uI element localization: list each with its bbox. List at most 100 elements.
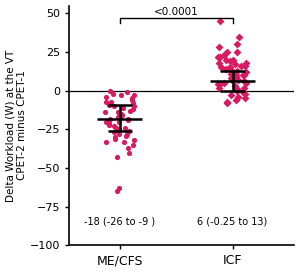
Point (115, 110, 120, 114)
Point (233, 75, 238, 79)
Point (107, 102, 112, 107)
Point (216, 85, 221, 90)
Point (103, 110, 108, 114)
Point (116, 186, 121, 190)
Point (130, 96, 135, 100)
Point (107, 88, 112, 93)
Point (115, 155, 120, 159)
Point (104, 99, 109, 104)
Point (217, 54, 222, 59)
Point (241, 73, 245, 77)
Point (128, 109, 133, 113)
Point (219, 65, 224, 70)
Point (235, 87, 240, 91)
Point (117, 132, 122, 136)
Point (233, 73, 238, 77)
Point (234, 42, 239, 46)
Point (225, 101, 230, 105)
Point (236, 78, 241, 82)
Point (130, 107, 135, 111)
Point (117, 115, 122, 119)
Point (242, 85, 247, 90)
Point (218, 82, 223, 87)
Point (131, 104, 136, 108)
Point (216, 82, 220, 87)
Point (231, 58, 236, 62)
Point (116, 119, 121, 124)
Point (115, 189, 119, 194)
Point (218, 19, 223, 23)
Y-axis label: Delta Workload (W) at the VT
CPET-2 minus CPET-1: Delta Workload (W) at the VT CPET-2 minu… (6, 49, 27, 202)
Point (131, 143, 136, 147)
Point (243, 81, 248, 85)
Point (111, 130, 116, 135)
Point (127, 150, 132, 155)
Point (229, 72, 234, 76)
Point (237, 34, 242, 39)
Point (241, 90, 245, 94)
Point (106, 123, 111, 127)
Point (216, 45, 221, 49)
Point (107, 121, 112, 125)
Point (217, 61, 222, 65)
Point (229, 76, 233, 81)
Point (111, 104, 116, 108)
Point (132, 93, 137, 97)
Point (121, 140, 126, 144)
Point (225, 99, 230, 104)
Point (124, 90, 129, 94)
Point (119, 113, 124, 118)
Point (118, 112, 123, 116)
Point (224, 58, 229, 62)
Point (124, 132, 129, 136)
Point (230, 78, 234, 82)
Point (131, 101, 136, 105)
Point (232, 62, 237, 67)
Point (233, 84, 238, 88)
Point (103, 95, 108, 99)
Point (112, 135, 117, 139)
Point (125, 118, 130, 122)
Point (243, 91, 248, 96)
Point (228, 59, 232, 63)
Point (108, 116, 112, 121)
Point (121, 105, 125, 110)
Text: 6 (-0.25 to 13): 6 (-0.25 to 13) (197, 217, 268, 227)
Point (108, 99, 113, 104)
Point (114, 126, 119, 130)
Point (235, 95, 240, 99)
Point (222, 81, 226, 85)
Point (125, 116, 130, 121)
Point (132, 138, 136, 143)
Point (216, 54, 220, 59)
Point (103, 119, 108, 124)
Point (244, 61, 248, 65)
Point (112, 124, 117, 128)
Point (239, 64, 244, 68)
Point (222, 53, 227, 57)
Point (118, 93, 123, 97)
Point (123, 126, 128, 130)
Point (242, 73, 247, 77)
Point (116, 115, 120, 119)
Point (224, 67, 228, 71)
Text: -18 (-26 to -9 ): -18 (-26 to -9 ) (84, 217, 155, 227)
Point (243, 70, 248, 74)
Point (234, 68, 239, 73)
Point (234, 88, 239, 93)
Point (243, 96, 248, 100)
Point (229, 93, 233, 97)
Point (129, 98, 134, 102)
Point (113, 136, 118, 141)
Point (111, 91, 116, 96)
Point (230, 70, 235, 74)
Point (227, 65, 232, 70)
Point (124, 133, 128, 138)
Point (125, 146, 130, 150)
Point (117, 127, 122, 132)
Point (242, 64, 247, 68)
Point (234, 50, 239, 54)
Text: <0.0001: <0.0001 (154, 7, 199, 17)
Point (234, 98, 239, 102)
Point (104, 140, 109, 144)
